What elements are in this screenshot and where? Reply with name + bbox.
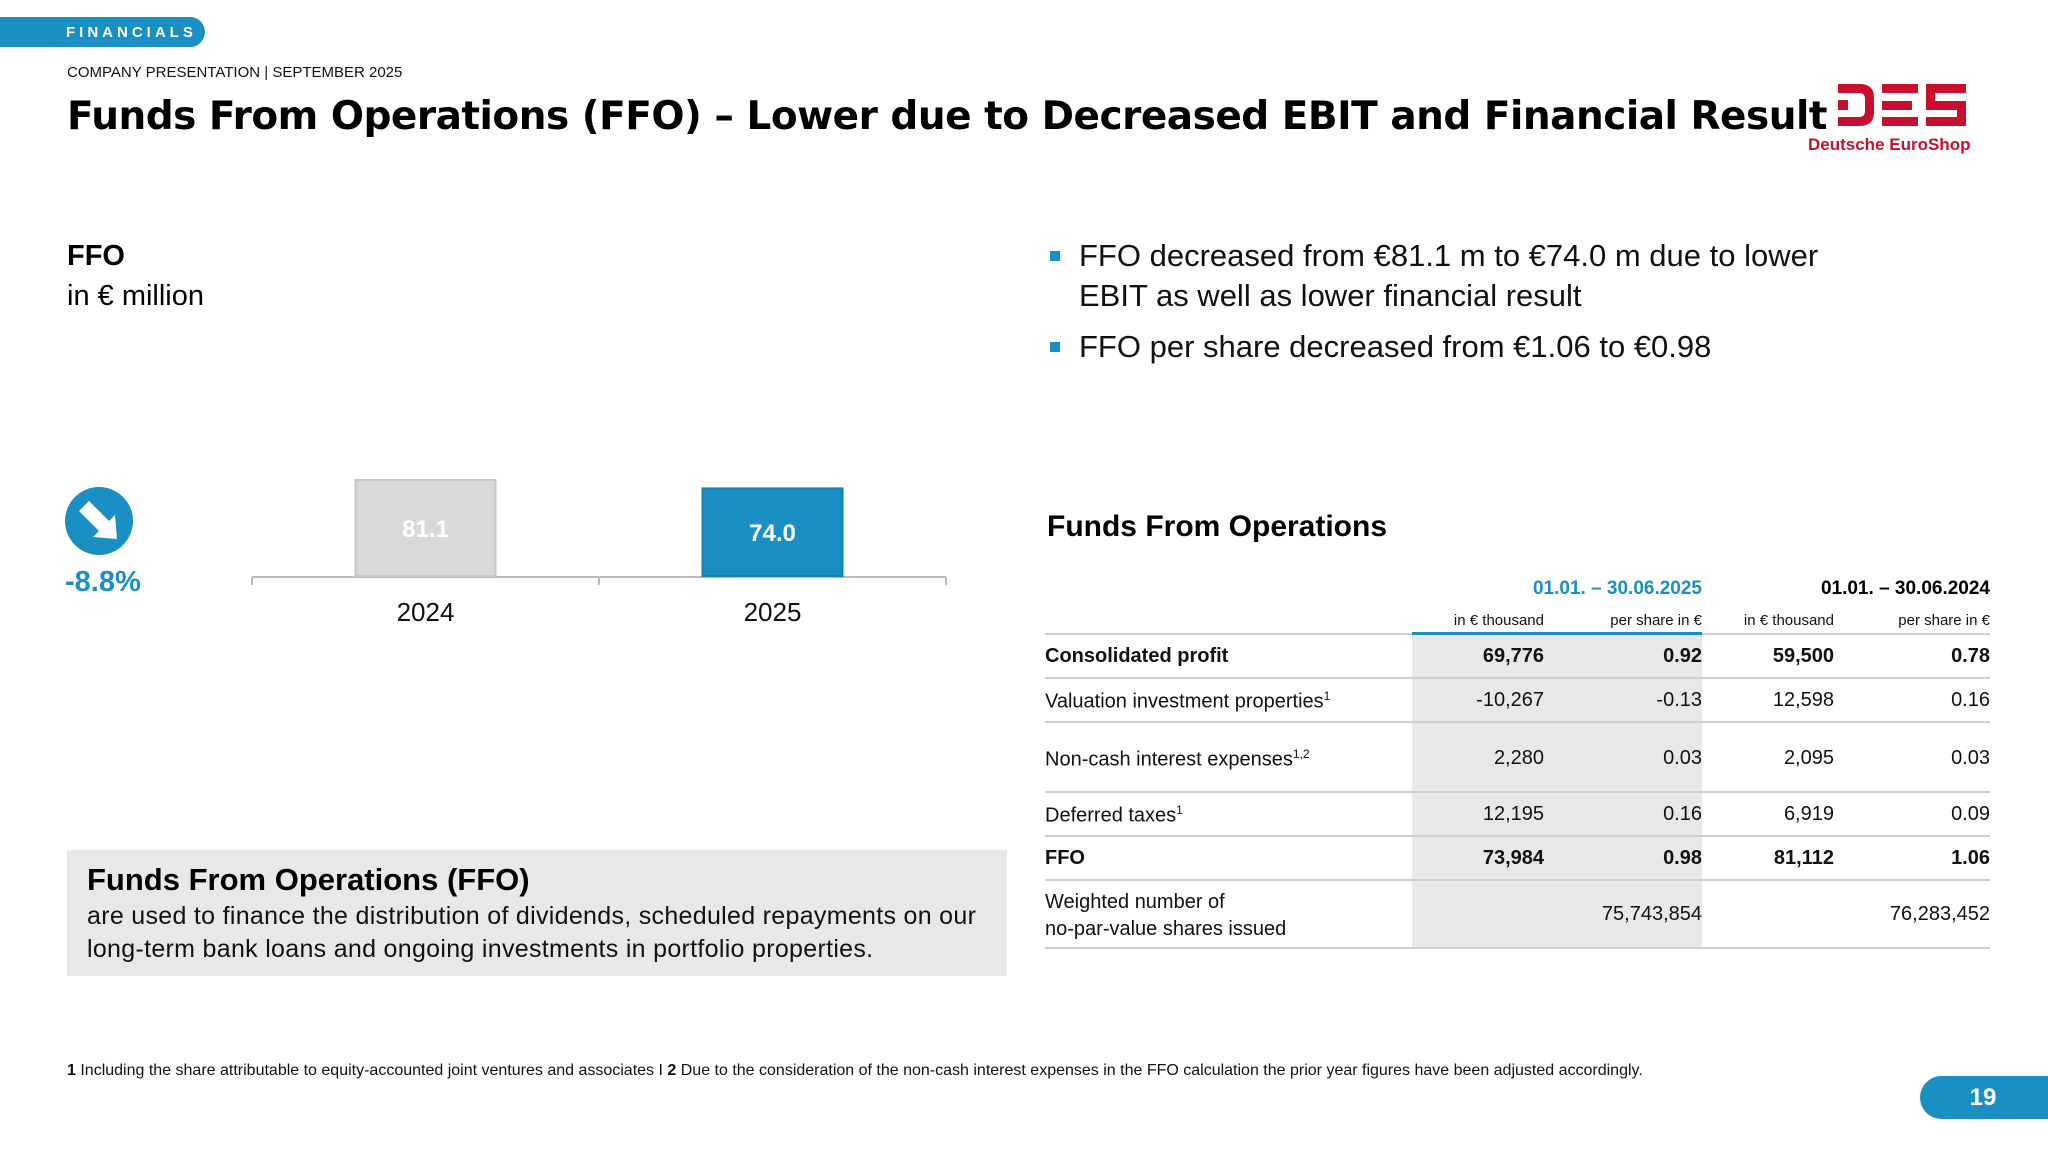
table-row: Weighted number of no-par-value shares is… bbox=[1045, 881, 1990, 949]
des-logo-mark-icon bbox=[1838, 84, 1966, 126]
cell-value: 76,283,452 bbox=[1889, 903, 1990, 925]
cell-value: -0.13 bbox=[1656, 689, 1702, 711]
cell-value: 12,195 bbox=[1482, 803, 1544, 825]
current-period-highlight bbox=[1412, 632, 1702, 947]
chart-title: FFO bbox=[67, 240, 125, 272]
cell-value: 6,919 bbox=[1783, 803, 1834, 825]
cell-value: 75,743,854 bbox=[1601, 903, 1702, 925]
cell-value: 0.09 bbox=[1951, 803, 1990, 825]
logo-company-name: Deutsche EuroShop bbox=[1808, 135, 1971, 154]
ffo-change-percent: -8.8% bbox=[65, 566, 141, 598]
definition-title: Funds From Operations (FFO) bbox=[87, 862, 530, 897]
chart-unit: in € million bbox=[67, 280, 204, 312]
period-header-2024: 01.01. – 30.06.2024 bbox=[1820, 578, 1990, 599]
cell-value: 2,280 bbox=[1493, 747, 1544, 769]
ffo-definition-box: Funds From Operations (FFO) are used to … bbox=[67, 850, 1007, 976]
bar-value-label: 81.1 bbox=[402, 516, 449, 543]
cell-value: 0.03 bbox=[1663, 747, 1702, 769]
chart-heading: FFO in € million bbox=[67, 236, 204, 316]
row-label: Weighted number of no-par-value shares is… bbox=[1045, 891, 1287, 940]
unit-header: in € thousand bbox=[1453, 612, 1544, 629]
row-label: Deferred taxes1 bbox=[1045, 803, 1183, 827]
definition-text: are used to finance the distribution of … bbox=[87, 902, 977, 963]
cell-value: 0.03 bbox=[1951, 747, 1990, 769]
table-row: Consolidated profit 69,776 0.92 59,500 0… bbox=[1045, 635, 1990, 679]
row-label: FFO bbox=[1045, 847, 1085, 869]
page-number: 19 bbox=[1920, 1076, 2048, 1119]
table-row: Deferred taxes1 12,195 0.16 6,919 0.09 bbox=[1045, 793, 1990, 837]
footnote: 1 Including the share attributable to eq… bbox=[67, 1062, 1643, 1079]
bar-2024 bbox=[354, 479, 497, 577]
presentation-subheader: COMPANY PRESENTATION | SEPTEMBER 2025 bbox=[67, 64, 403, 81]
cell-value: 0.78 bbox=[1951, 645, 1990, 667]
key-points: FFO decreased from €81.1 m to €74.0 m du… bbox=[1050, 236, 1839, 378]
bar-value-label: 74.0 bbox=[749, 520, 796, 547]
cell-value: 0.16 bbox=[1951, 689, 1990, 711]
cell-value: 12,598 bbox=[1772, 689, 1834, 711]
cell-value: 69,776 bbox=[1482, 645, 1544, 667]
row-label: Non-cash interest expenses1,2 bbox=[1045, 747, 1310, 771]
cell-value: 0.16 bbox=[1663, 803, 1702, 825]
row-label: Consolidated profit bbox=[1045, 645, 1229, 667]
x-tick-label: 2024 bbox=[397, 597, 455, 627]
table-row: Valuation investment properties1 -10,267… bbox=[1045, 679, 1990, 723]
ffo-bar-chart: 81.1 2024 74.0 2025 bbox=[251, 479, 947, 627]
page-title: Funds From Operations (FFO) – Lower due … bbox=[67, 94, 1827, 139]
section-tag: FINANCIALS bbox=[0, 17, 205, 47]
cell-value: 81,112 bbox=[1773, 847, 1834, 869]
cell-value: 1.06 bbox=[1951, 847, 1990, 869]
table-title: Funds From Operations bbox=[1047, 510, 1388, 543]
row-label: Valuation investment properties1 bbox=[1045, 689, 1331, 713]
cell-value: -10,267 bbox=[1476, 689, 1544, 711]
cell-value: 59,500 bbox=[1772, 645, 1834, 667]
cell-value: 73,984 bbox=[1482, 847, 1544, 869]
current-period-underline bbox=[1412, 632, 1702, 635]
bullet-item: FFO per share decreased from €1.06 to €0… bbox=[1050, 327, 1839, 367]
bar-2025 bbox=[701, 487, 844, 577]
unit-header: per share in € bbox=[1898, 612, 1990, 629]
table-row: Non-cash interest expenses1,2 2,280 0.03… bbox=[1045, 723, 1990, 793]
bullet-item: FFO decreased from €81.1 m to €74.0 m du… bbox=[1050, 236, 1839, 316]
cell-value: 2,095 bbox=[1783, 747, 1834, 769]
arrow-down-right-icon bbox=[65, 487, 133, 555]
table-row: FFO 73,984 0.98 81,112 1.06 bbox=[1045, 837, 1990, 881]
company-logo: Deutsche EuroShop bbox=[1805, 80, 1991, 160]
unit-header: per share in € bbox=[1610, 612, 1702, 629]
unit-header: in € thousand bbox=[1743, 612, 1834, 629]
cell-value: 0.92 bbox=[1663, 645, 1702, 667]
period-header-2025: 01.01. – 30.06.2025 bbox=[1532, 578, 1702, 599]
ffo-table: 01.01. – 30.06.2025 01.01. – 30.06.2024 … bbox=[1045, 570, 1990, 950]
cell-value: 0.98 bbox=[1663, 847, 1702, 869]
x-tick-label: 2025 bbox=[744, 597, 802, 627]
